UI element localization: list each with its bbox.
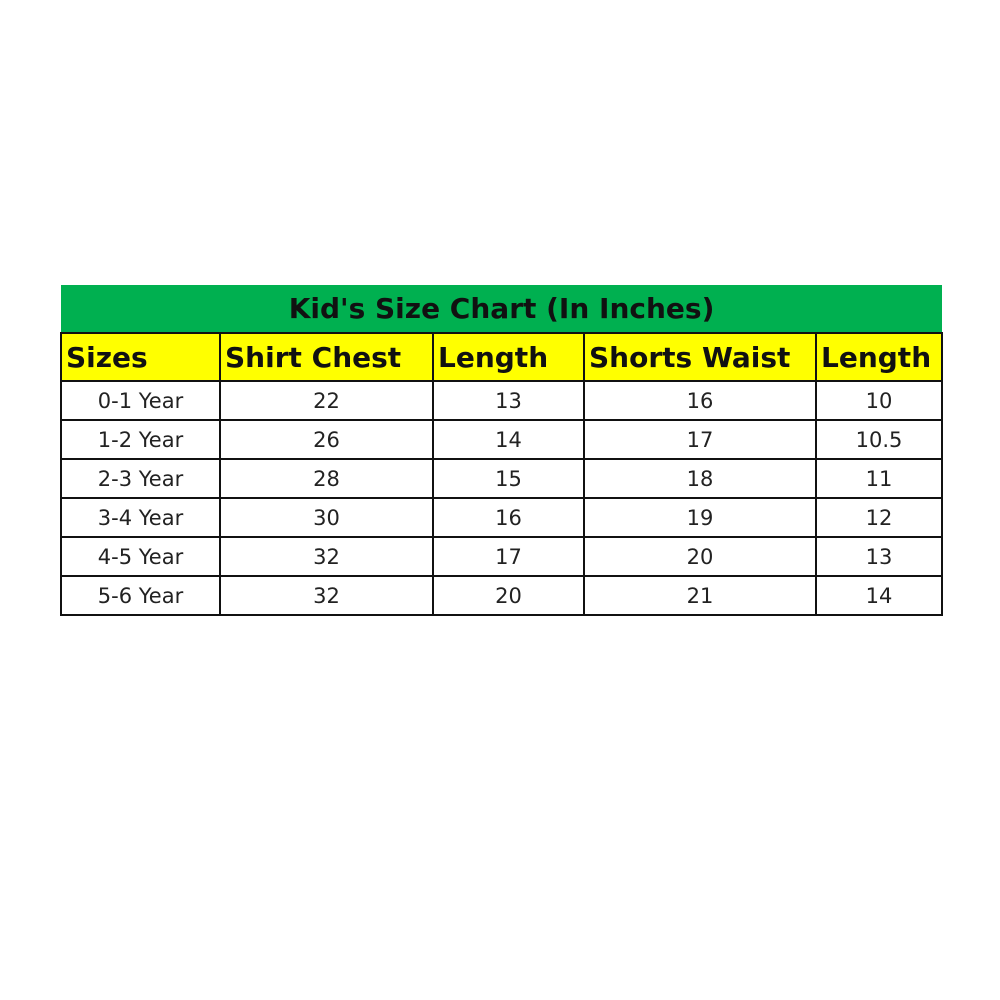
- table-row: 3-4 Year 30 16 19 12: [60, 497, 944, 538]
- cell-size: 2-3 Year: [60, 458, 221, 499]
- cell-shorts-waist: 20: [583, 536, 817, 577]
- header-shorts-waist: Shorts Waist: [583, 332, 817, 382]
- cell-shirt-length: 14: [432, 419, 585, 460]
- cell-size: 3-4 Year: [60, 497, 221, 538]
- cell-size: 4-5 Year: [60, 536, 221, 577]
- size-chart-table: Kid's Size Chart (In Inches) Sizes Shirt…: [60, 285, 944, 616]
- cell-shorts-length: 11: [814, 458, 944, 499]
- title-row: Kid's Size Chart (In Inches): [61, 285, 943, 334]
- cell-shirt-chest: 32: [219, 536, 434, 577]
- cell-shorts-length: 13: [814, 536, 944, 577]
- table-title: Kid's Size Chart (In Inches): [61, 285, 943, 334]
- table-row: 4-5 Year 32 17 20 13: [60, 536, 944, 577]
- cell-shorts-waist: 21: [583, 575, 817, 616]
- cell-shirt-length: 15: [432, 458, 585, 499]
- table-row: 1-2 Year 26 14 17 10.5: [60, 419, 944, 460]
- header-shirt-length: Length: [432, 332, 585, 382]
- cell-shirt-chest: 30: [219, 497, 434, 538]
- cell-shorts-length: 12: [814, 497, 944, 538]
- header-shorts-length: Length: [814, 332, 944, 382]
- cell-shorts-length: 14: [814, 575, 944, 616]
- cell-shirt-length: 20: [432, 575, 585, 616]
- cell-shirt-chest: 26: [219, 419, 434, 460]
- cell-shorts-length: 10: [814, 380, 944, 421]
- header-shirt-chest: Shirt Chest: [219, 332, 434, 382]
- cell-size: 1-2 Year: [60, 419, 221, 460]
- cell-shorts-length: 10.5: [814, 419, 944, 460]
- cell-shorts-waist: 18: [583, 458, 817, 499]
- cell-shirt-chest: 32: [219, 575, 434, 616]
- table-row: 0-1 Year 22 13 16 10: [60, 380, 944, 421]
- header-sizes: Sizes: [60, 332, 221, 382]
- cell-shirt-length: 17: [432, 536, 585, 577]
- cell-shirt-chest: 28: [219, 458, 434, 499]
- cell-shorts-waist: 17: [583, 419, 817, 460]
- table-row: 5-6 Year 32 20 21 14: [60, 575, 944, 616]
- header-row: Sizes Shirt Chest Length Shorts Waist Le…: [60, 332, 944, 382]
- cell-shorts-waist: 19: [583, 497, 817, 538]
- cell-size: 0-1 Year: [60, 380, 221, 421]
- cell-size: 5-6 Year: [60, 575, 221, 616]
- cell-shirt-chest: 22: [219, 380, 434, 421]
- cell-shorts-waist: 16: [583, 380, 817, 421]
- cell-shirt-length: 16: [432, 497, 585, 538]
- cell-shirt-length: 13: [432, 380, 585, 421]
- table-row: 2-3 Year 28 15 18 11: [60, 458, 944, 499]
